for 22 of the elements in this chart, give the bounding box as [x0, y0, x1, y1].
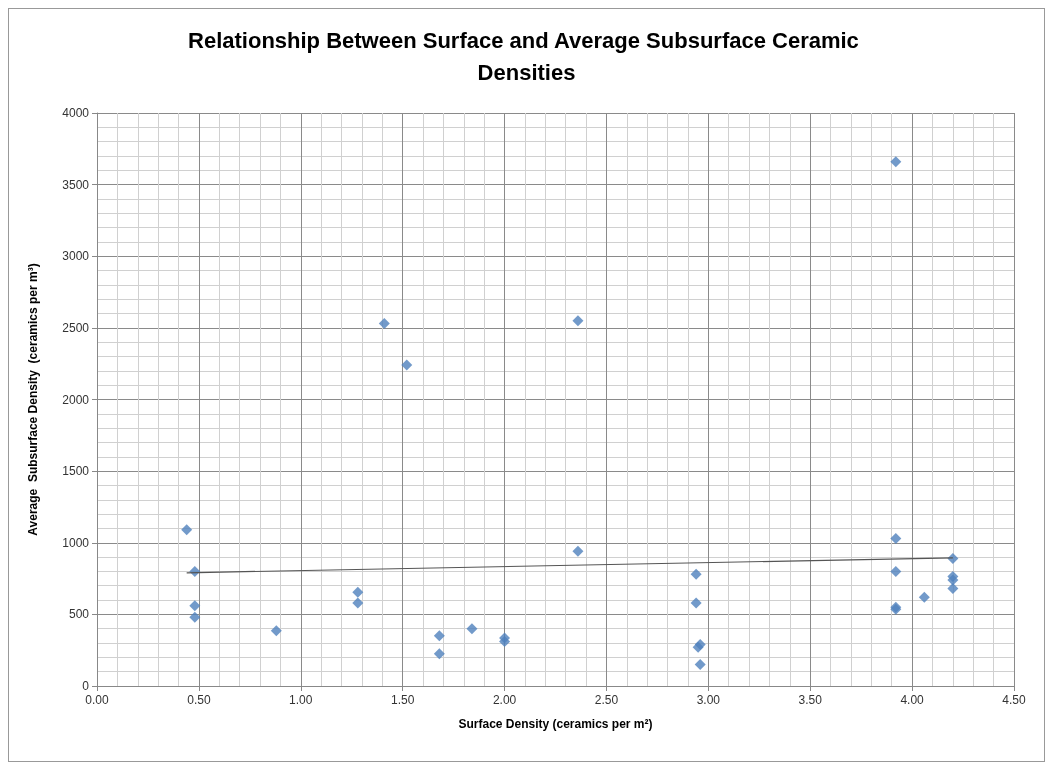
y-tick-label: 0 [82, 679, 90, 693]
y-tick-label: 3000 [62, 249, 90, 264]
y-tick-label: 2500 [62, 320, 90, 335]
x-tick-label: 3.00 [696, 693, 721, 707]
y-tick-label: 4000 [62, 106, 90, 120]
y-tick-label: 1000 [62, 535, 90, 550]
y-tick-label: 1500 [62, 464, 90, 479]
x-tick-label: 1.00 [289, 693, 313, 707]
x-tick-label: 4.00 [900, 693, 925, 707]
y-axis-title: Average Subsurface Density (ceramics per m³) [26, 263, 40, 536]
x-tick-label: 2.00 [492, 693, 517, 707]
x-tick-label: 1.50 [390, 693, 415, 707]
x-tick-label: 3.50 [798, 693, 823, 707]
y-tick-label: 2000 [62, 392, 90, 407]
x-tick-label: 2.50 [594, 693, 619, 707]
x-tick-label: 0.50 [187, 693, 211, 707]
y-tick-label: 3500 [62, 177, 90, 192]
x-tick-label: 4.50 [1002, 693, 1026, 707]
x-axis-title: Surface Density (ceramics per m²) [458, 717, 653, 731]
chart-title: Relationship Between Surface and Average Subsurface Ceramic Densities [188, 27, 865, 85]
y-tick-label: 500 [68, 607, 90, 622]
x-tick-label: 0.00 [85, 693, 109, 707]
